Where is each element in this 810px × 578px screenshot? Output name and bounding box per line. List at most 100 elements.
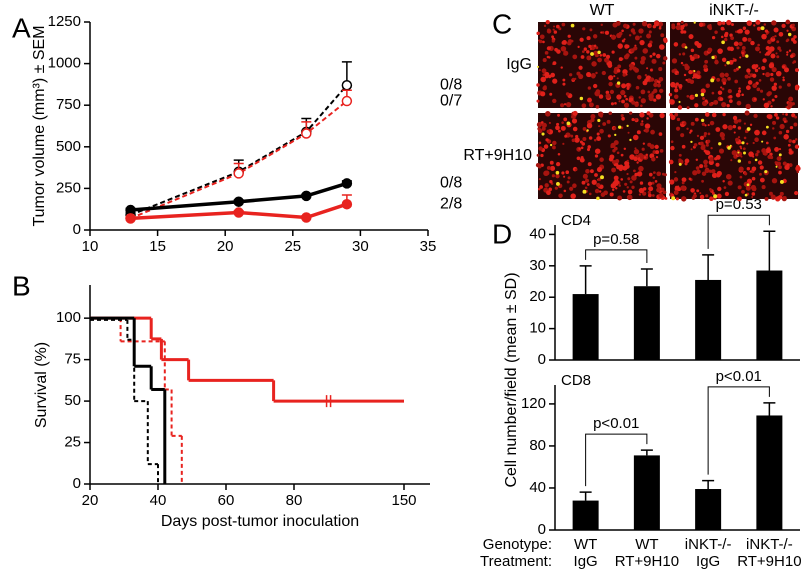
cell-dot: [704, 99, 708, 103]
cell-dot: [782, 161, 787, 166]
cell-dot: [721, 136, 725, 141]
cell-dot: [639, 112, 645, 118]
cell-dot: [552, 28, 555, 31]
cell-dot: [620, 153, 624, 157]
cell-dot: [761, 33, 767, 40]
cell-dot: [586, 183, 590, 186]
cell-dot: [537, 164, 542, 169]
cell-dot: [650, 129, 655, 135]
cell-dot: [745, 85, 751, 91]
cell-dot: [684, 65, 690, 71]
cell-dot: [733, 68, 737, 73]
cell-dot: [770, 105, 773, 108]
cell-dot: [550, 165, 556, 171]
cell-dot: [732, 115, 738, 121]
cell-dot: [652, 52, 656, 56]
cell-dot: [765, 147, 771, 154]
cell-dot: [775, 165, 778, 168]
cell-dot: [723, 186, 727, 190]
cell-dot: [738, 166, 744, 172]
cell-dot: [707, 139, 711, 143]
panel-label: A: [12, 12, 31, 43]
cell-dot: [640, 89, 646, 95]
cell-dot: [741, 51, 745, 55]
x-tick-label: 20: [82, 492, 99, 509]
cell-dot: [538, 141, 542, 145]
cell-dot: [662, 190, 667, 195]
marker: [301, 212, 312, 223]
cell-dot: [788, 148, 792, 152]
cell-dot: [675, 24, 682, 31]
cell-dot: [640, 98, 646, 104]
cell-dot: [764, 196, 769, 201]
genotype-label: WT: [635, 536, 658, 553]
cell-dot: [537, 127, 541, 131]
cell-dot: [611, 50, 615, 54]
cell-dot: [717, 172, 721, 175]
bar: [695, 279, 722, 360]
cell-dot: [653, 98, 657, 102]
cell-dot: [785, 129, 790, 134]
cell-dot: [778, 32, 784, 37]
cell-dot: [744, 110, 750, 116]
cell-dot: [580, 146, 584, 150]
cell-dot: [565, 170, 570, 175]
cell-dot: [634, 147, 637, 150]
y-tick-label: 20: [529, 288, 546, 305]
cell-dot: [594, 188, 600, 194]
cell-dot: [717, 186, 722, 192]
cell-dot: [739, 56, 742, 59]
cell-dot: [726, 19, 732, 26]
cell-dot: [586, 50, 590, 54]
cell-dot: [602, 53, 607, 57]
cell-dot: [745, 185, 751, 191]
cell-dot: [767, 114, 773, 120]
cell-dot: [686, 94, 690, 98]
cell-dot: [794, 84, 800, 90]
cell-dot: [563, 117, 568, 122]
cell-dot: [538, 39, 543, 44]
cell-dot: [724, 37, 728, 42]
cell-dot: [641, 120, 644, 123]
cell-dot: [608, 75, 614, 81]
cell-dot: [674, 171, 677, 174]
cell-dot: [755, 153, 759, 157]
cell-dot: [578, 65, 583, 70]
cell-dot: [546, 129, 551, 134]
cell-dot: [684, 23, 688, 27]
cell-dot: [771, 66, 777, 73]
cell-dot: [747, 80, 753, 85]
cell-dot: [549, 143, 553, 147]
end-label: 0/8: [440, 175, 462, 192]
cell-dot: [788, 139, 793, 143]
cell-dot: [739, 175, 743, 179]
cell-dot: [696, 169, 701, 174]
cell-dot: [750, 40, 755, 46]
cell-dot: [648, 24, 652, 28]
y-tick-label: 0: [538, 521, 546, 538]
cell-dot: [700, 92, 705, 97]
cell-dot: [711, 192, 715, 195]
y-tick-label: 250: [56, 179, 81, 196]
cell-dot: [593, 138, 597, 142]
cell-dot: [751, 176, 756, 181]
cell-dot: [586, 55, 592, 61]
cell-dot: [622, 190, 626, 193]
cell-dot: [690, 140, 693, 143]
cell-dot: [674, 85, 678, 89]
cell-dot: [785, 113, 788, 116]
cell-dot: [705, 143, 709, 147]
cell-dot: [732, 57, 735, 60]
cell-dot: [745, 103, 751, 110]
cell-dot: [774, 146, 779, 152]
cell-dot: [742, 147, 746, 151]
cell-dot: [648, 172, 653, 177]
cell-dot: [786, 163, 790, 167]
cell-dot: [794, 138, 798, 141]
cell-dot: [605, 90, 610, 95]
cell-dot: [659, 148, 664, 153]
cell-dot: [680, 20, 684, 24]
cell-dot: [658, 24, 662, 27]
cell-dot: [653, 82, 658, 88]
cell-dot: [639, 39, 645, 46]
